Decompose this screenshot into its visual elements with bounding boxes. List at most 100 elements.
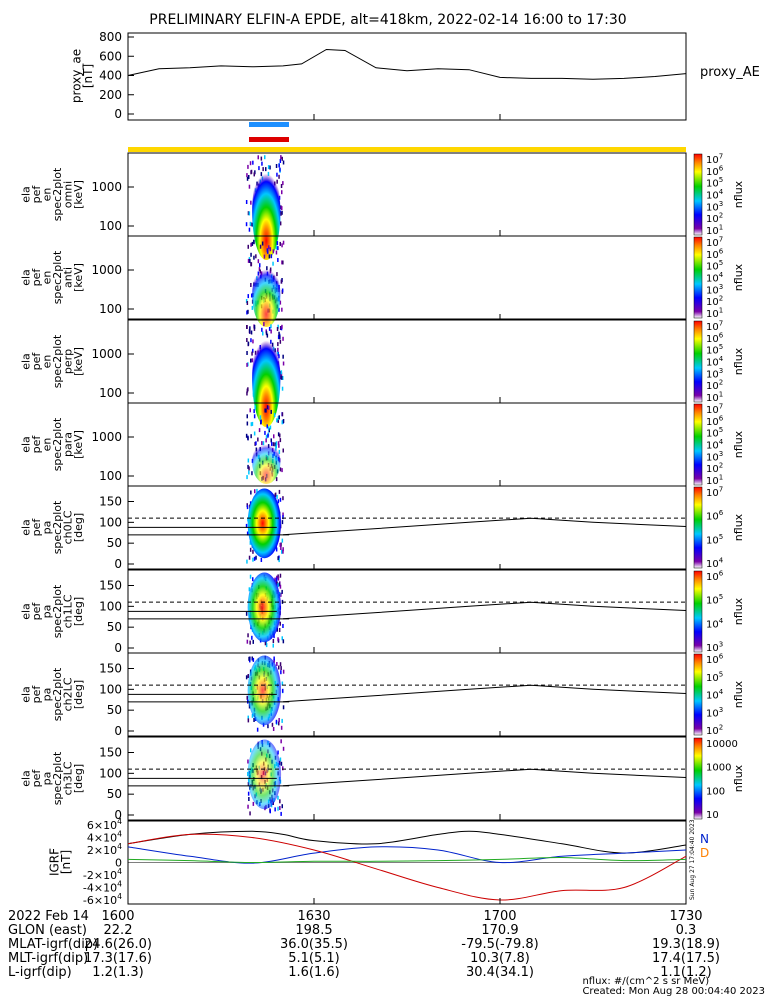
- speckle: [279, 375, 282, 380]
- speckle: [247, 362, 249, 367]
- proxy-ae-ytick-label: 600: [99, 49, 122, 63]
- speckle: [247, 759, 249, 764]
- speckle: [249, 501, 252, 506]
- speckle: [249, 540, 252, 545]
- speckle: [277, 806, 279, 811]
- panel-ylabel-line: pef: [30, 602, 43, 621]
- speckle: [259, 244, 262, 249]
- speckle: [278, 174, 280, 179]
- colorbar-tick-label: 104: [706, 438, 724, 452]
- colorbar-zlabel: nflux: [732, 764, 745, 792]
- speckle: [265, 643, 268, 648]
- colorbar-tick-label: 101: [706, 307, 723, 321]
- speckle: [270, 254, 273, 259]
- panel-ylabel-line: ela: [20, 186, 33, 203]
- colorbar-tick-label: 107: [706, 236, 723, 250]
- panel-ytick-label: 100: [99, 219, 122, 233]
- speckle: [250, 490, 252, 495]
- igrf-ytick-label: -6×104: [83, 892, 122, 907]
- speckle: [249, 161, 252, 166]
- speckle: [247, 309, 249, 314]
- proxy-ae-ytick-label: 400: [99, 69, 122, 83]
- colorbar-tick-label: 103: [706, 706, 723, 720]
- panel-ytick-label: 50: [107, 703, 122, 717]
- speckle: [280, 184, 283, 188]
- speckle: [245, 222, 248, 227]
- speckle: [279, 621, 281, 626]
- igrf-ylabel: IGRF[nT]: [48, 848, 73, 876]
- speckle: [282, 181, 284, 186]
- ephemeris-value: 1700: [483, 909, 517, 924]
- speckle: [273, 634, 275, 639]
- speckle: [246, 310, 248, 315]
- speckle: [248, 175, 250, 179]
- speckle: [282, 160, 285, 165]
- colorbar-tick-label: 103: [706, 450, 723, 464]
- speckle: [282, 549, 284, 554]
- ephemeris-label: L-igrf(dip): [8, 965, 72, 980]
- colorbar-tick-label: 105: [706, 533, 723, 547]
- panel-ylabel-line: ela: [20, 353, 33, 370]
- ephemeris-value: 170.9: [481, 923, 519, 938]
- speckle: [246, 176, 249, 181]
- panel-ylabel-line: spec2plot: [51, 334, 64, 388]
- speckle: [281, 307, 283, 312]
- igrf-series-line-2: [127, 833, 687, 901]
- colorbar-tick-label: 105: [706, 593, 723, 607]
- speckle: [273, 434, 275, 439]
- spectrogram-panels: elapefenspec2plotomni[keV]10010001011021…: [20, 152, 745, 822]
- proxy-ae-yticks: 0 200 400 600 800: [99, 30, 134, 121]
- spectrogram-blob: [252, 263, 281, 327]
- panel-ylabel-line: pef: [30, 268, 43, 287]
- speckle: [278, 555, 280, 560]
- colorbar-tick-label: 102: [706, 724, 723, 738]
- colorbar-zlabel: nflux: [732, 263, 745, 291]
- speckle: [250, 283, 252, 287]
- panel-ylabel-line: en: [41, 438, 54, 452]
- panel-ylabel-line: anti: [62, 267, 75, 288]
- proxy-ae-ylabel: proxy_ae[nT]: [70, 49, 95, 103]
- speckle: [254, 489, 256, 494]
- proxy-ae-ytick-label: 0: [114, 107, 122, 121]
- ephemeris-value: 30.4(34.1): [465, 965, 535, 980]
- colorbar-tick-label: 107: [706, 153, 723, 167]
- panel-ytick-label: 0: [114, 808, 122, 822]
- speckle: [282, 354, 284, 359]
- speckle: [276, 627, 278, 632]
- speckle: [281, 468, 283, 473]
- ephemeris-label: MLT-igrf(dip): [8, 951, 89, 966]
- panel-ylabel-line: para: [62, 432, 75, 457]
- speckle: [281, 636, 283, 641]
- speckle: [275, 245, 278, 250]
- igrf-series: [127, 830, 687, 901]
- speckle: [249, 574, 252, 579]
- speckle: [253, 718, 255, 722]
- speckle: [279, 497, 282, 502]
- speckle: [282, 669, 285, 674]
- speckle: [280, 670, 282, 675]
- panel-ylabel-line: pef: [30, 769, 43, 788]
- speckle: [252, 657, 255, 662]
- speckle: [246, 301, 249, 305]
- panel-ylabel-line: perp: [62, 349, 75, 374]
- speckle: [279, 806, 281, 810]
- ephemeris-value: 1600: [101, 909, 135, 924]
- ephemeris-value: 1.2(1.3): [92, 965, 144, 980]
- igrf-legend-n: N: [700, 832, 709, 846]
- speckle: [254, 170, 256, 175]
- speckle: [274, 492, 277, 497]
- speckle: [261, 327, 263, 332]
- speckle: [279, 433, 281, 438]
- speckle: [277, 795, 279, 800]
- speckle: [281, 549, 283, 554]
- panel-ytick-label: 50: [107, 536, 122, 550]
- speckle: [247, 341, 250, 346]
- spectrogram-panel-2: elapefenspec2plotperp[keV]10010001011021…: [20, 319, 745, 427]
- ephemeris-value: 10.3(7.8): [470, 951, 530, 966]
- speckle: [257, 437, 259, 442]
- speckle: [275, 441, 278, 446]
- speckle: [279, 573, 282, 578]
- spectrogram-blob: [247, 655, 282, 726]
